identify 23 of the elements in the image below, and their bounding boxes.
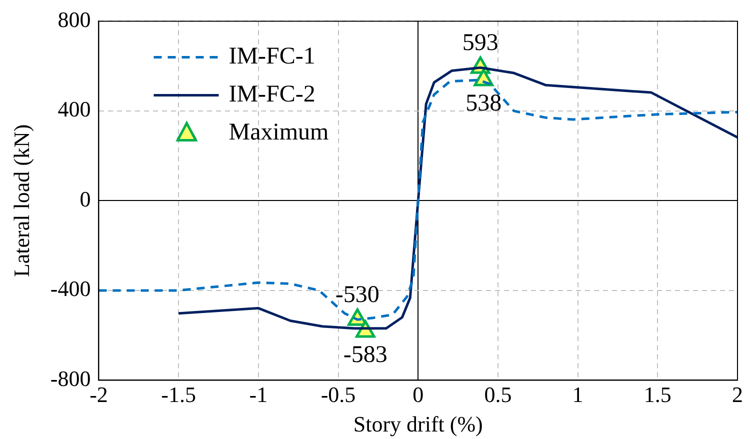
legend-label: Maximum: [228, 119, 330, 146]
x-axis-title: Story drift (%): [353, 412, 483, 437]
legend-label: IM-FC-2: [228, 81, 316, 108]
x-tick-label: 0.5: [484, 382, 512, 408]
x-tick-label: -1: [249, 382, 268, 408]
x-tick-label: 2: [732, 382, 743, 408]
x-tick-label: 1.5: [644, 382, 672, 408]
x-tick-label: 1: [572, 382, 584, 408]
y-tick-label: -400: [50, 276, 91, 302]
y-tick-label: 0: [80, 186, 91, 212]
x-tick-label: 0: [412, 382, 424, 408]
y-tick-label: 800: [58, 6, 91, 32]
data-label: 538: [466, 90, 502, 116]
data-label: 593: [462, 30, 498, 56]
x-tick-label: -2: [90, 382, 108, 408]
y-axis-title: Lateral load (kN): [8, 124, 34, 278]
y-tick-label: -800: [50, 366, 91, 391]
x-tick-label: -1.5: [161, 382, 196, 408]
legend-label: IM-FC-1: [228, 43, 316, 70]
x-tick-label: -0.5: [320, 382, 356, 408]
data-label: -583: [343, 342, 388, 368]
data-label: -530: [335, 282, 380, 308]
y-tick-label: 400: [58, 96, 91, 122]
